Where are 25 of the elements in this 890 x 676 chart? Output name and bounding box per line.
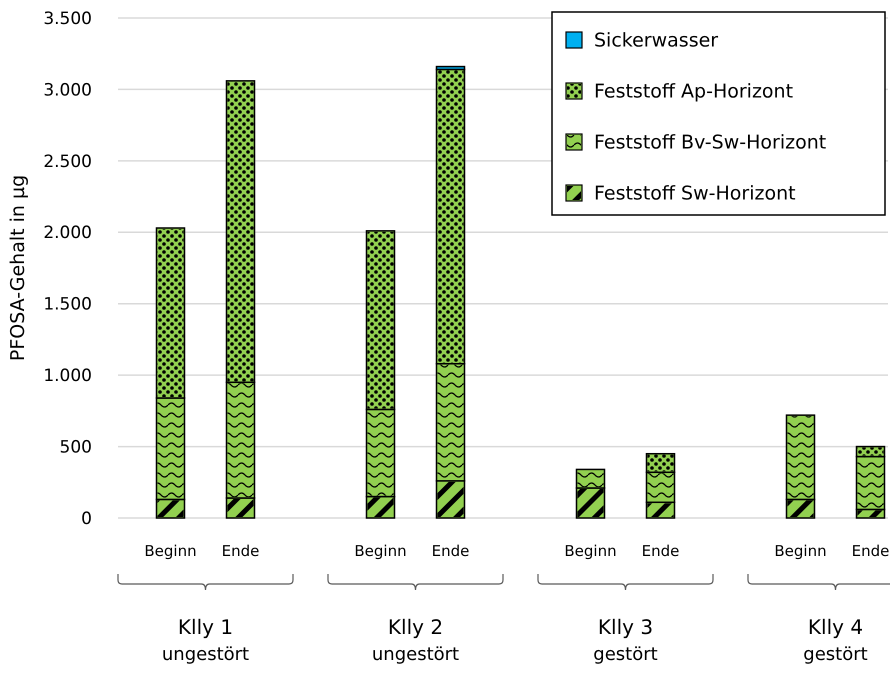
text: Klly 2 ungestört [372,615,460,665]
x-tick-label: Ende [852,542,890,560]
text: Klly 1 ungestört [162,615,250,665]
text: Klly 4 gestört [803,615,868,665]
y-tick-label: 1.500 [43,294,92,315]
y-tick-label: 500 [60,438,92,458]
y-tick-label: 2.000 [43,223,92,244]
x-tick-label: Ende [642,542,680,560]
y-tick-label: 2.500 [43,152,92,172]
legend-label: Feststoff Bv-Sw-Horizont [594,132,826,154]
x-tick-label: Beginn [774,542,827,560]
y-tick-label: 1.000 [43,366,92,386]
x-tick-label: Ende [432,542,470,560]
legend-label: Feststoff Ap-Horizont [594,80,794,103]
x-tick-label: Beginn [354,542,407,560]
text: Klly 3 gestört [593,615,658,665]
y-tick-label: 3.500 [43,8,92,29]
x-tick-label: Ende [222,542,260,560]
legend-label: Feststoff Sw-Horizont [594,182,796,205]
legend-label: Sickerwasser [594,30,718,52]
y-axis-title: PFOSA-Gehalt in µg [7,174,29,362]
y-tick-label: 0 [81,508,92,529]
x-tick-label: Beginn [564,542,617,560]
x-tick-label: Beginn [144,542,197,560]
y-tick-label: 3.000 [43,80,92,100]
